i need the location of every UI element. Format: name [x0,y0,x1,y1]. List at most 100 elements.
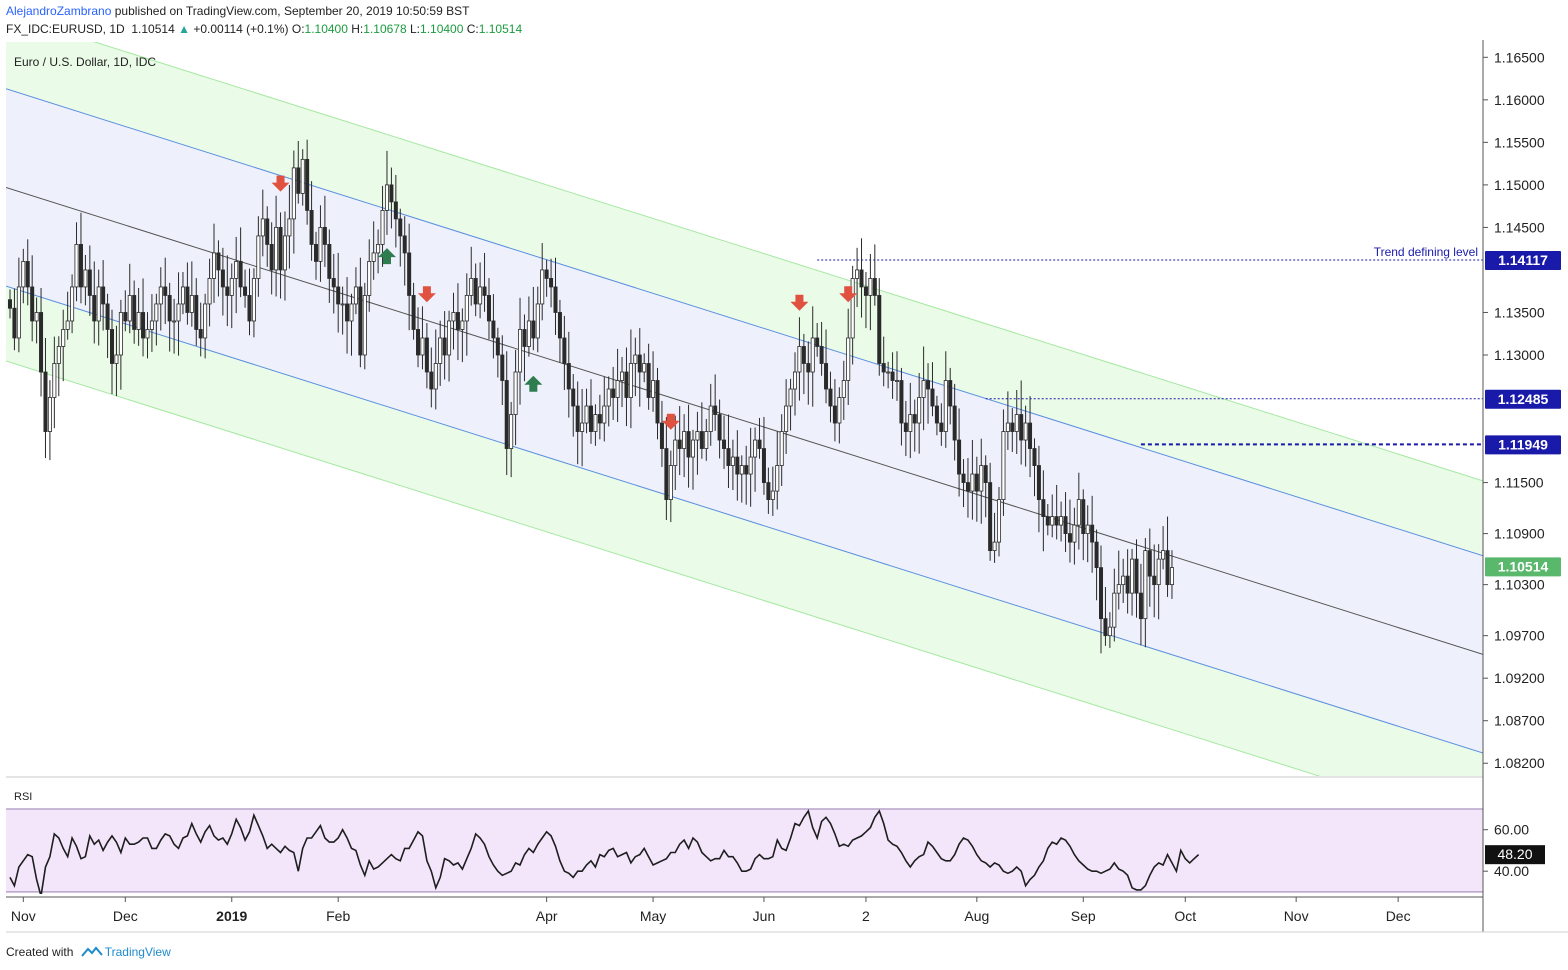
candle-body [1001,431,1006,500]
candle-body [730,456,735,466]
rsi-tick-label: 40.00 [1494,863,1529,879]
price-tick-label: 1.09700 [1494,628,1545,644]
candle-body [739,465,744,475]
price-tick-label: 1.11500 [1494,475,1544,491]
candle-body [105,303,110,330]
candle-body [96,286,101,322]
candle-body [677,439,682,449]
candle-body [801,346,806,364]
candle-body [1161,550,1166,560]
candle-body [429,371,434,390]
candle-body [903,422,908,432]
candle-body [318,227,323,262]
candle-body [314,244,319,262]
candle-body [1041,499,1046,517]
candle-body [926,380,931,390]
candle-body [331,278,336,288]
price-tick-label: 1.10900 [1494,526,1545,542]
candle-body [850,278,855,339]
candle-body [992,541,997,552]
price-axis[interactable]: 1.16500 1.16000 1.15500 1.15000 1.14500 1.135… [1483,49,1545,771]
candle-body [464,295,469,322]
candle-body [300,158,305,194]
candle-body [535,303,540,339]
candle-body [620,371,625,381]
time-tick-label: May [640,908,666,924]
candle-body [1005,422,1010,432]
price-tick-label: 1.15500 [1494,134,1545,150]
candle-body [65,320,70,330]
author-link[interactable]: AlejandroZambrano [6,4,112,18]
candle-body [1059,516,1064,526]
candle-body [92,295,97,322]
candle-body [779,431,784,466]
candlestick-series [7,139,1174,654]
candle-body [615,380,620,398]
candle-body [194,295,199,330]
candle-body [389,184,394,203]
candle-body [198,329,203,339]
time-tick-label: 2 [862,908,870,924]
candle-body [39,312,44,373]
tradingview-brand[interactable]: TradingView [104,945,171,959]
candle-body [101,286,106,305]
price-tick-label: 1.13000 [1494,347,1545,363]
candle-body [1169,567,1174,586]
candle-body [655,380,660,424]
level-annotation: Trend defining level [1374,245,1478,259]
candle-body [509,414,514,449]
time-tick-label: Nov [11,908,36,924]
candle-body [83,269,88,288]
price-label-text: 1.11949 [1498,436,1548,452]
close-value: 1.10514 [478,22,523,36]
price-tick-label: 1.15000 [1494,177,1545,193]
time-tick-label: Sep [1071,908,1096,924]
sell-signal-arrow-icon [661,413,680,430]
candle-body [256,235,261,279]
candle-body [1019,414,1024,441]
candle-body [455,312,460,330]
sell-signal-arrow-icon [417,286,436,303]
candle-body [863,286,868,296]
footer: Created with TradingView [6,945,171,959]
symbol-info: FX_IDC:EURUSD, 1D 1.10514 ▲ +0.00114 (+0… [6,22,522,36]
candle-body [478,286,483,305]
candle-body [274,227,279,271]
change-value: +0.00114 (+0.1%) [193,22,289,36]
candle-body [265,218,270,245]
low-label: L: [410,22,421,36]
candle-body [1010,422,1015,432]
candle-body [247,295,252,322]
price-tick-label: 1.13500 [1494,304,1545,320]
candle-body [912,414,917,424]
candle-body [1116,584,1121,594]
close-label: C: [466,22,479,36]
buy-signal-arrow-icon [377,248,396,265]
candle-body [362,295,367,356]
candle-body [646,363,651,398]
candle-body [1028,422,1033,449]
candle-body [651,380,656,398]
candle-body [349,303,354,322]
candle-body [185,286,190,313]
price-tick-label: 1.09200 [1494,670,1545,686]
candle-body [890,371,895,381]
tradingview-logo-icon [80,946,103,957]
buy-signal-arrow-icon [524,375,543,392]
candle-body [597,414,602,424]
candle-body [74,244,79,288]
candle-body [296,167,301,194]
candle-body [1103,618,1108,637]
candle-body [553,286,558,313]
candle-body [788,388,793,407]
candle-body [566,363,571,390]
time-axis[interactable]: Nov Dec 2019 Feb Apr May Jun 2 Aug Sep Oct Nov Dec [11,897,1411,924]
candle-body [229,278,234,296]
time-tick-label: Nov [1284,908,1309,924]
candle-body [473,278,478,305]
candle-body [110,329,115,364]
candle-body [952,405,957,441]
rsi-line [9,809,1200,894]
sell-signal-arrow-icon [839,286,858,303]
